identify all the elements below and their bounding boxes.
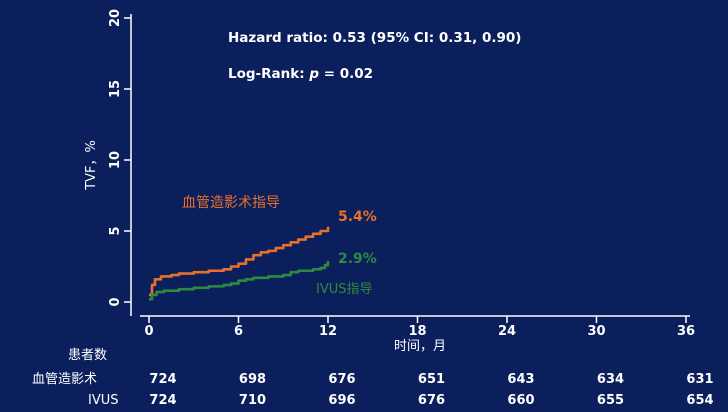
log-rank-value: = 0.02 <box>319 66 373 82</box>
series-angiography-label: 血管造影术指导 <box>182 195 280 211</box>
risk-table-cell: 655 <box>597 393 624 408</box>
risk-row-label-ivus: IVUS <box>88 393 119 408</box>
risk-table-cell: 710 <box>239 393 266 408</box>
x-tick-label: 0 <box>144 324 153 339</box>
log-rank-prefix: Log-Rank: <box>228 66 309 82</box>
y-tick-label: 10 <box>108 151 123 169</box>
series-ivus-label: IVUS指导 <box>316 282 373 297</box>
x-tick-label: 6 <box>234 324 243 339</box>
series-angiography-end-value: 5.4% <box>338 209 377 225</box>
risk-table-cell: 631 <box>686 372 713 387</box>
risk-table-cell: 724 <box>149 372 176 387</box>
hazard-ratio-annotation: Hazard ratio: 0.53 (95% CI: 0.31, 0.90) <box>228 30 521 46</box>
risk-table-values: 724 698 676 651 643 634 631 724 710 696 676 660 655 6… <box>149 372 713 408</box>
risk-table-cell: 676 <box>418 393 445 408</box>
x-tick-label: 36 <box>677 324 695 339</box>
risk-table-cell: 676 <box>328 372 355 387</box>
risk-table-cell: 651 <box>418 372 445 387</box>
log-rank-p: p <box>308 66 319 82</box>
x-tick-label: 12 <box>319 324 337 339</box>
y-axis-label: TVF，% <box>84 140 99 191</box>
y-tick-label: 0 <box>108 297 123 306</box>
x-axis-label: 时间，月 <box>394 339 446 354</box>
risk-table-cell: 698 <box>239 372 266 387</box>
risk-table-cell: 696 <box>328 393 355 408</box>
series-ivus-end-value: 2.9% <box>338 251 377 267</box>
y-tick-label: 20 <box>108 9 123 27</box>
y-tick-label: 5 <box>108 226 123 235</box>
risk-table-cell: 724 <box>149 393 176 408</box>
risk-table-cell: 634 <box>597 372 624 387</box>
x-tick-label: 18 <box>408 324 426 339</box>
risk-table-cell: 660 <box>507 393 534 408</box>
risk-table-cell: 654 <box>686 393 713 408</box>
series-ivus-line <box>149 260 330 301</box>
series-angiography-line <box>149 226 330 297</box>
x-tick-label: 30 <box>587 324 605 339</box>
y-tick-label: 15 <box>108 80 123 98</box>
risk-row-label-angiography: 血管造影术 <box>32 372 97 387</box>
risk-table-header: 患者数 <box>68 348 107 363</box>
log-rank-annotation: Log-Rank: p = 0.02 <box>228 66 373 82</box>
risk-table-cell: 643 <box>507 372 534 387</box>
x-tick-label: 24 <box>498 324 516 339</box>
y-ticks: 0 5 10 15 20 <box>108 9 131 307</box>
x-ticks: 0 6 12 18 24 30 36 <box>144 316 695 339</box>
